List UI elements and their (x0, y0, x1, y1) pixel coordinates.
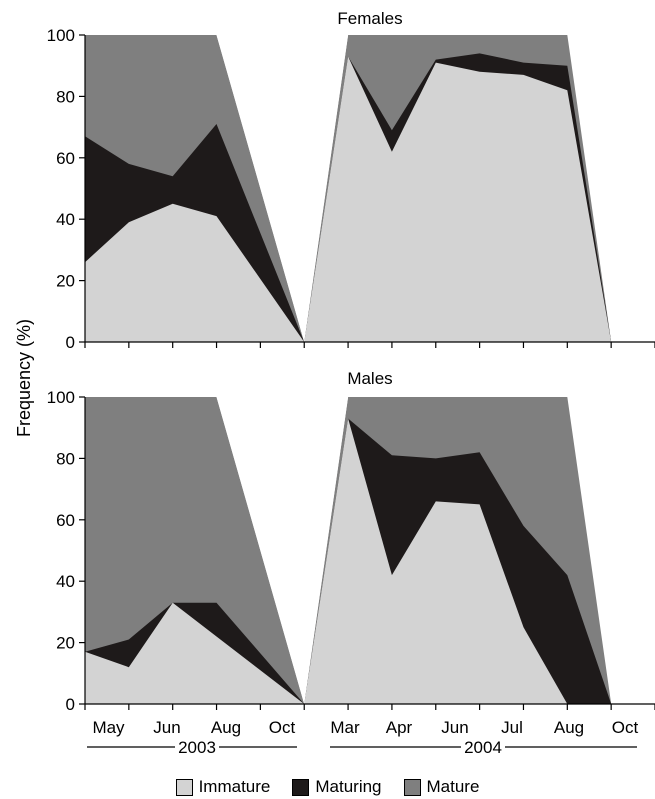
x-tick-label-oct-9: Oct (612, 718, 639, 737)
y-tick-label-males-0: 0 (66, 695, 75, 714)
y-tick-label-females-20: 20 (56, 272, 75, 291)
y-tick-label-males-80: 80 (56, 449, 75, 468)
legend-item-mature: Mature (403, 777, 480, 797)
x-tick-label-may-0: May (92, 718, 125, 737)
x-tick-label-jun-1: Jun (153, 718, 180, 737)
legend-label-maturing: Maturing (315, 777, 382, 796)
x-tick-label-jul-7: Jul (501, 718, 523, 737)
panel-title-males: Males (347, 369, 392, 388)
x-tick-label-aug-8: Aug (554, 718, 584, 737)
area-males-immature (85, 418, 655, 704)
legend-item-immature: Immature (175, 777, 271, 797)
x-tick-label-jun-6: Jun (441, 718, 468, 737)
gap-females (216, 35, 349, 342)
y-tick-label-males-60: 60 (56, 511, 75, 530)
x-axis-labels: May Jun Aug Oct Mar Apr Jun Jul Aug Oct 2003 2004 (87, 718, 638, 757)
legend-label-immature: Immature (198, 777, 271, 796)
y-tick-label-females-40: 40 (56, 210, 75, 229)
panel-males: Males 0 20 40 60 80 100 (47, 369, 655, 714)
chart-panels: Females 0 20 40 60 80 100 Males 0 20 40 60 80 100 (47, 9, 655, 714)
y-tick-label-males-20: 20 (56, 634, 75, 653)
y-tick-label-females-100: 100 (47, 26, 75, 45)
y-tick-label-females-80: 80 (56, 87, 75, 106)
legend-item-maturing: Maturing (292, 777, 382, 797)
y-tick-label-females-60: 60 (56, 149, 75, 168)
y-tick-label-males-40: 40 (56, 572, 75, 591)
legend-swatch-immature (175, 778, 193, 796)
x-tick-label-mar-4: Mar (330, 718, 360, 737)
x-tick-label-apr-5: Apr (386, 718, 413, 737)
x-tick-label-aug-2: Aug (211, 718, 241, 737)
panel-title-females: Females (337, 9, 402, 28)
year-label-2003: 2003 (178, 738, 216, 757)
legend-label-mature: Mature (426, 777, 480, 796)
legend: Immature Maturing Mature (0, 776, 655, 798)
y-axis-label: Frequency (%) (14, 319, 34, 437)
panel-females: Females 0 20 40 60 80 100 (47, 9, 655, 352)
legend-swatch-maturing (292, 778, 310, 796)
y-tick-label-females-0: 0 (66, 333, 75, 352)
year-label-2004: 2004 (464, 738, 502, 757)
gap-males (216, 397, 349, 704)
area-females-immature (85, 56, 655, 342)
y-tick-label-males-100: 100 (47, 388, 75, 407)
legend-swatch-mature (403, 778, 421, 796)
x-tick-label-oct-3: Oct (269, 718, 296, 737)
